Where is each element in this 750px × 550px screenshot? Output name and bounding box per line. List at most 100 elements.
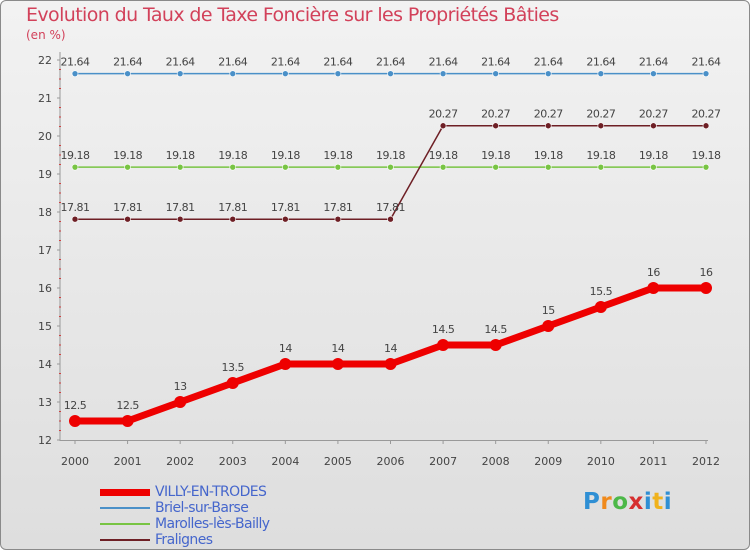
- data-point: [229, 70, 237, 77]
- data-point: [702, 70, 710, 77]
- data-point: [650, 163, 657, 171]
- data-label: 21.64: [61, 56, 90, 69]
- data-label: 19.18: [376, 149, 405, 162]
- y-tick-label: 18: [38, 206, 52, 219]
- data-label: 21.64: [429, 56, 458, 69]
- data-point: [176, 215, 184, 223]
- data-point: [282, 215, 289, 223]
- legend-swatch: [100, 507, 150, 509]
- data-label: 17.81: [271, 201, 300, 214]
- data-point: [702, 122, 710, 130]
- x-tick-label: 2003: [219, 455, 247, 468]
- chart-title: Evolution du Taux de Taxe Foncière sur l…: [26, 4, 559, 26]
- x-tick-label: 2010: [587, 455, 615, 468]
- data-point: [124, 163, 131, 171]
- data-label: 19.18: [586, 149, 615, 162]
- data-label: 21.64: [586, 56, 615, 69]
- x-tick-label: 2011: [639, 455, 667, 468]
- data-label: 19.18: [218, 149, 247, 162]
- legend-label: VILLY-EN-TRODES: [155, 484, 267, 500]
- data-label: 17.81: [218, 201, 247, 214]
- data-point: [594, 301, 607, 313]
- data-label: 21.64: [376, 56, 405, 69]
- data-point: [176, 70, 184, 77]
- data-label: 20.27: [692, 108, 721, 121]
- data-point: [492, 163, 499, 171]
- data-label: 21.64: [166, 56, 195, 69]
- data-label: 14: [384, 342, 397, 355]
- data-point: [492, 70, 499, 77]
- data-label: 21.64: [218, 56, 247, 69]
- data-label: 20.27: [586, 108, 615, 121]
- data-point: [700, 282, 712, 294]
- line-chart: 12 13 14 15 16 17 18 19 20 21 22 2000 2001 2002 2003 20…: [38, 52, 721, 468]
- data-point: [174, 396, 187, 408]
- y-tick-label: 16: [38, 282, 52, 295]
- data-point: [597, 70, 605, 77]
- data-label: 17.81: [113, 201, 142, 214]
- data-label: 17.81: [376, 201, 405, 214]
- data-label: 20.27: [639, 108, 668, 121]
- data-point: [702, 163, 710, 171]
- x-tick-label: 2001: [114, 455, 142, 468]
- x-tick-label: 2004: [271, 455, 299, 468]
- x-tick-label: 2000: [61, 455, 89, 468]
- data-label: 21.64: [323, 56, 352, 69]
- data-label: 14.5: [432, 323, 455, 336]
- data-point: [229, 215, 237, 223]
- data-point: [597, 163, 605, 171]
- data-label: 17.81: [166, 201, 195, 214]
- data-label: 19.18: [692, 149, 721, 162]
- y-tick-label: 12: [38, 434, 52, 447]
- data-label: 21.64: [113, 56, 142, 69]
- data-point: [384, 358, 397, 370]
- data-point: [69, 415, 81, 427]
- legend-label: Marolles-lès-Bailly: [155, 516, 270, 532]
- data-point: [647, 282, 660, 294]
- data-label: 19.18: [481, 149, 510, 162]
- legend-swatch: [100, 523, 150, 525]
- data-label: 19.18: [429, 149, 458, 162]
- y-tick-label: 19: [38, 168, 52, 181]
- y-tick-label: 21: [38, 92, 52, 105]
- data-point: [439, 163, 447, 171]
- data-label: 20.27: [429, 108, 458, 121]
- data-point: [124, 70, 131, 77]
- data-point: [437, 339, 450, 351]
- data-point: [176, 163, 184, 171]
- data-point: [597, 122, 605, 130]
- data-label: 21.64: [271, 56, 300, 69]
- data-label: 16: [700, 266, 713, 279]
- data-point: [544, 122, 552, 130]
- data-point: [121, 415, 134, 427]
- x-tick-label: 2007: [429, 455, 457, 468]
- logo-letter: i: [663, 489, 673, 515]
- data-label: 17.81: [61, 201, 90, 214]
- data-label: 20.27: [534, 108, 563, 121]
- x-tick-label: 2008: [482, 455, 510, 468]
- data-point: [124, 215, 131, 223]
- legend-swatch: [100, 489, 150, 496]
- data-label: 19.18: [166, 149, 195, 162]
- data-point: [334, 215, 342, 223]
- data-label: 21.64: [534, 56, 563, 69]
- data-point: [229, 163, 237, 171]
- data-label: 21.64: [481, 56, 510, 69]
- data-point: [542, 320, 555, 332]
- logo-letter: x: [628, 489, 644, 515]
- data-label: 15.5: [590, 285, 613, 298]
- data-label: 19.18: [534, 149, 563, 162]
- data-label: 15: [542, 304, 555, 317]
- y-tick-label: 13: [38, 396, 52, 409]
- logo-letter: r: [600, 489, 613, 515]
- data-label: 20.27: [481, 108, 510, 121]
- data-point: [279, 358, 292, 370]
- data-label: 21.64: [639, 56, 668, 69]
- data-label: 14: [331, 342, 344, 355]
- legend-label: Fralignes: [155, 532, 213, 548]
- data-label: 12.5: [116, 399, 139, 412]
- data-point: [71, 70, 79, 77]
- data-point: [226, 377, 239, 389]
- data-label: 17.81: [323, 201, 352, 214]
